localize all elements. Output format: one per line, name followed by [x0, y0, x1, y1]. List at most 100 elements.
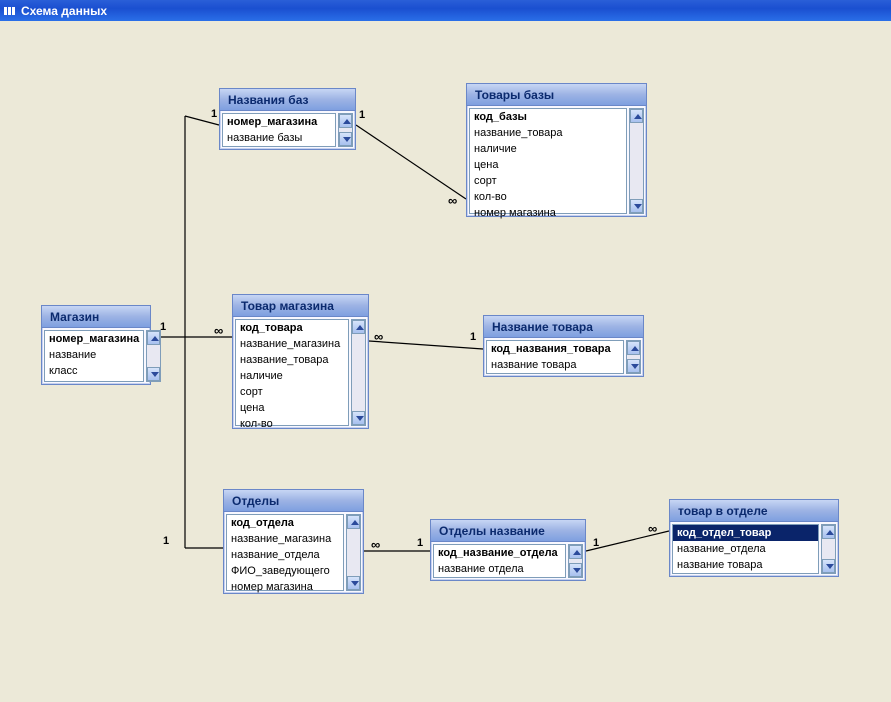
- field-list[interactable]: код_отдел_товарназвание_отделаназвание т…: [672, 524, 819, 574]
- cardinality-label: ∞: [371, 537, 380, 552]
- table-nazv_tovara[interactable]: Название товара код_названия_товараназван…: [483, 315, 644, 377]
- window-titlebar: Схема данных: [0, 0, 891, 21]
- scroll-up-icon[interactable]: [147, 331, 160, 345]
- scrollbar[interactable]: [338, 113, 353, 147]
- scrollbar[interactable]: [626, 340, 641, 374]
- field[interactable]: цена: [470, 157, 626, 173]
- table-header[interactable]: товар в отделе: [670, 500, 838, 522]
- table-header[interactable]: Товар магазина: [233, 295, 368, 317]
- field-list[interactable]: номер_магазинаназвание базы: [222, 113, 336, 147]
- field[interactable]: название товара: [673, 557, 818, 573]
- field[interactable]: код_отдела: [227, 515, 343, 531]
- schema-canvas[interactable]: Названия базномер_магазинаназвание базыТ…: [0, 21, 891, 702]
- field[interactable]: сорт: [236, 384, 348, 400]
- scrollbar[interactable]: [146, 330, 161, 382]
- scrollbar[interactable]: [346, 514, 361, 591]
- field[interactable]: код_название_отдела: [434, 545, 565, 561]
- scroll-down-icon[interactable]: [822, 559, 835, 573]
- cardinality-label: 1: [359, 109, 365, 121]
- table-nazv_baz[interactable]: Названия базномер_магазинаназвание базы: [219, 88, 356, 150]
- scroll-down-icon[interactable]: [630, 199, 643, 213]
- cardinality-label: 1: [417, 537, 423, 549]
- table-tovary_bazy[interactable]: Товары базы код_базыназвание_товараналичи…: [466, 83, 647, 217]
- table-body: код_базыназвание_товараналичиеценасортко…: [467, 106, 646, 216]
- scroll-up-icon[interactable]: [822, 525, 835, 539]
- field[interactable]: название_товара: [236, 352, 348, 368]
- table-title: Магазин: [50, 310, 99, 324]
- scrollbar[interactable]: [568, 544, 583, 578]
- table-header[interactable]: Название товара: [484, 316, 643, 338]
- scroll-down-icon[interactable]: [627, 359, 640, 373]
- field[interactable]: цена: [236, 400, 348, 416]
- field[interactable]: название отдела: [434, 561, 565, 577]
- cardinality-label: ∞: [214, 323, 223, 338]
- table-header[interactable]: Магазин: [42, 306, 150, 328]
- table-body: код_отдел_товарназвание_отделаназвание т…: [670, 522, 838, 576]
- table-title: Товар магазина: [241, 299, 334, 313]
- cardinality-label: ∞: [448, 193, 457, 208]
- field[interactable]: название товара: [487, 357, 623, 373]
- field[interactable]: номер магазина: [470, 205, 626, 221]
- field[interactable]: код_названия_товара: [487, 341, 623, 357]
- field[interactable]: название: [45, 347, 143, 363]
- cardinality-label: 1: [211, 108, 217, 120]
- app-icon: [4, 7, 15, 15]
- field[interactable]: название_магазина: [236, 336, 348, 352]
- field-list[interactable]: код_товараназвание_магазинаназвание_това…: [235, 319, 349, 426]
- table-header[interactable]: Отделы название: [431, 520, 585, 542]
- field[interactable]: название_товара: [470, 125, 626, 141]
- table-magazin[interactable]: Магазин номер_магазинаназваниекласс: [41, 305, 151, 385]
- field-list[interactable]: код_название_отделаназвание отдела: [433, 544, 566, 578]
- field[interactable]: название базы: [223, 130, 335, 146]
- scroll-up-icon[interactable]: [630, 109, 643, 123]
- cardinality-label: ∞: [648, 521, 657, 536]
- table-tovar_otdel[interactable]: товар в отделекод_отдел_товарназвание_от…: [669, 499, 839, 577]
- scroll-up-icon[interactable]: [569, 545, 582, 559]
- field[interactable]: наличие: [236, 368, 348, 384]
- table-body: код_названия_товараназвание товара: [484, 338, 643, 376]
- field[interactable]: код_отдел_товар: [673, 525, 818, 541]
- field-list[interactable]: код_названия_товараназвание товара: [486, 340, 624, 374]
- field[interactable]: класс: [45, 363, 143, 379]
- cardinality-label: 1: [163, 535, 169, 547]
- field[interactable]: код_базы: [470, 109, 626, 125]
- table-header[interactable]: Товары базы: [467, 84, 646, 106]
- table-otdely_nazv[interactable]: Отделы названиекод_название_отделаназван…: [430, 519, 586, 581]
- field[interactable]: код_товара: [236, 320, 348, 336]
- scroll-down-icon[interactable]: [569, 563, 582, 577]
- scroll-down-icon[interactable]: [352, 411, 365, 425]
- field[interactable]: кол-во: [470, 189, 626, 205]
- cardinality-label: ∞: [374, 329, 383, 344]
- table-title: Товары базы: [475, 88, 554, 102]
- table-title: Отделы: [232, 494, 279, 508]
- scrollbar[interactable]: [821, 524, 836, 574]
- table-tovar_mag[interactable]: Товар магазина код_товараназвание_магазин…: [232, 294, 369, 429]
- field[interactable]: номер_магазина: [45, 331, 143, 347]
- table-header[interactable]: Отделы: [224, 490, 363, 512]
- field[interactable]: кол-во: [236, 416, 348, 432]
- field[interactable]: ФИО_заведующего: [227, 563, 343, 579]
- field-list[interactable]: код_базыназвание_товараналичиеценасортко…: [469, 108, 627, 214]
- scroll-down-icon[interactable]: [347, 576, 360, 590]
- table-body: код_название_отделаназвание отдела: [431, 542, 585, 580]
- field[interactable]: название_магазина: [227, 531, 343, 547]
- scroll-up-icon[interactable]: [339, 114, 352, 128]
- field[interactable]: наличие: [470, 141, 626, 157]
- scroll-up-icon[interactable]: [347, 515, 360, 529]
- field-list[interactable]: код_отделаназвание_магазинаназвание_отде…: [226, 514, 344, 591]
- field[interactable]: название_отдела: [673, 541, 818, 557]
- field[interactable]: название_отдела: [227, 547, 343, 563]
- scroll-up-icon[interactable]: [627, 341, 640, 355]
- field-list[interactable]: номер_магазинаназваниекласс: [44, 330, 144, 382]
- scrollbar[interactable]: [629, 108, 644, 214]
- scroll-down-icon[interactable]: [147, 367, 160, 381]
- field[interactable]: сорт: [470, 173, 626, 189]
- table-title: Название товара: [492, 320, 593, 334]
- scroll-down-icon[interactable]: [339, 132, 352, 146]
- scroll-up-icon[interactable]: [352, 320, 365, 334]
- table-otdely[interactable]: Отделы код_отделаназвание_магазинаназвани…: [223, 489, 364, 594]
- field[interactable]: номер_магазина: [223, 114, 335, 130]
- table-header[interactable]: Названия баз: [220, 89, 355, 111]
- scrollbar[interactable]: [351, 319, 366, 426]
- field[interactable]: номер магазина: [227, 579, 343, 595]
